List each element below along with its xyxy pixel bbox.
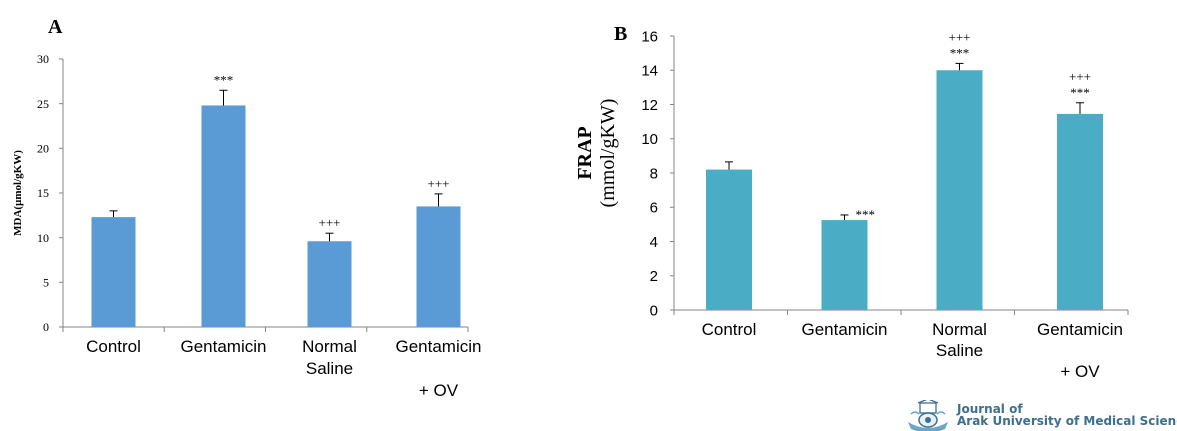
y-tick-label: 4 (650, 234, 658, 251)
y-tick-label: 6 (650, 200, 658, 217)
chart-panel-a: A 0 5 10 15 20 25 30 Control *** Gentamicin +++ Norm… (12, 16, 481, 400)
significance-label: *** (950, 45, 970, 60)
significance-label: *** (1070, 85, 1090, 100)
y-tick-label: 10 (37, 231, 49, 245)
bar (821, 220, 868, 310)
x-category-label: Control (86, 337, 141, 356)
y-tick-label: 0 (43, 320, 49, 334)
y-axis-subtitle: (mmol/gKW) (597, 99, 619, 208)
bar (307, 241, 352, 327)
y-tick-label: 5 (43, 276, 49, 290)
bar (706, 169, 752, 310)
chart-panel-b: B0246810121416Control***Gentamicin***+++… (574, 23, 1129, 381)
significance-label: +++ (428, 176, 450, 191)
y-tick-label: 0 (650, 302, 658, 319)
x-category-label: + OV (1060, 362, 1100, 381)
y-tick-label: 30 (37, 52, 49, 66)
y-tick-label: 16 (641, 28, 658, 45)
bar (1057, 113, 1103, 310)
y-tick-label: 12 (641, 97, 658, 114)
y-tick-label: 14 (641, 63, 658, 80)
x-category-label: Normal (302, 337, 357, 356)
x-category-label: Gentamicin (802, 320, 888, 339)
journal-seal-icon (908, 400, 948, 431)
panel-label: A (48, 16, 63, 38)
panel-label: B (614, 23, 627, 45)
significance-label: +++ (319, 215, 341, 230)
x-category-label: Gentamicin (181, 337, 267, 356)
journal-name-line1: Journal of (957, 402, 1023, 416)
y-tick-label: 25 (37, 97, 49, 111)
bar (936, 70, 983, 310)
journal-name-line2: Arak University of Medical Sciences (957, 414, 1177, 428)
significance-label: *** (214, 72, 234, 87)
bar (91, 217, 136, 327)
x-category-label: Gentamicin (1037, 320, 1123, 339)
y-tick-label: 15 (37, 186, 49, 200)
bar (416, 206, 461, 327)
x-category-label: Normal (932, 320, 987, 339)
bar (201, 105, 246, 327)
y-tick-label: 10 (641, 131, 658, 148)
x-category-label: Control (702, 320, 757, 339)
significance-label: +++ (949, 29, 971, 44)
x-category-label: Saline (306, 359, 353, 378)
y-tick-label: 2 (650, 268, 658, 285)
y-tick-label: 20 (37, 142, 49, 156)
journal-logo: Journal of Arak University of Medical Sc… (905, 400, 1177, 431)
significance-label: +++ (1069, 69, 1091, 84)
y-tick-label: 8 (650, 165, 658, 182)
x-category-label: Saline (936, 341, 983, 360)
x-category-label: + OV (419, 381, 459, 400)
x-category-label: Gentamicin (396, 337, 482, 356)
y-axis-title: FRAP (574, 126, 596, 179)
significance-label: *** (856, 207, 876, 222)
y-axis-title: MDA(µmol/gKW) (12, 150, 24, 236)
